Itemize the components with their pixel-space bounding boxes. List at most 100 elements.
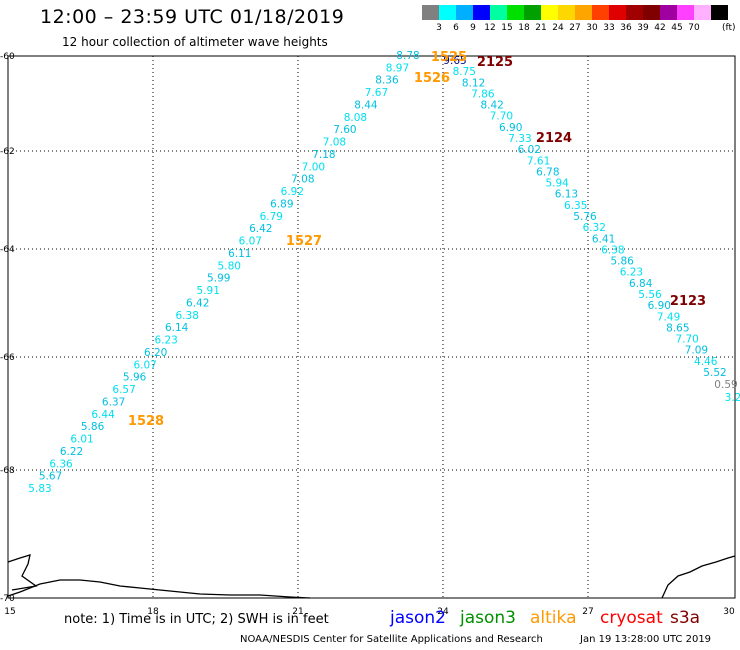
legend-tick-label: 70 xyxy=(688,23,700,33)
legend-swatch xyxy=(694,5,711,20)
swh-value: 7.18 xyxy=(312,149,335,161)
swh-value: 5.56 xyxy=(638,289,662,301)
coastline-path xyxy=(661,555,736,599)
legend-tick-label: 18 xyxy=(518,23,530,33)
legend-swatch xyxy=(524,5,541,20)
swh-value: 7.86 xyxy=(471,88,495,100)
x-tick-label: 27 xyxy=(582,607,593,617)
y-tick-label: -68 xyxy=(0,466,15,476)
swh-value: 8.08 xyxy=(344,112,367,124)
swh-value: 8.97 xyxy=(386,62,409,74)
swh-value: 6.44 xyxy=(91,409,115,421)
y-tick-label: -66 xyxy=(0,353,15,363)
legend-swatch xyxy=(609,5,626,20)
x-tick-label: 21 xyxy=(292,607,303,617)
legend-swatch xyxy=(541,5,558,20)
swh-value: 8.42 xyxy=(480,100,503,112)
legend-swatch xyxy=(626,5,643,20)
coastline xyxy=(7,554,736,599)
swh-value: 6.22 xyxy=(60,446,83,458)
swh-value: 6.57 xyxy=(112,384,135,396)
swh-value: 6.23 xyxy=(154,335,177,347)
x-tick-labels: 15 18 21 24 27 30 xyxy=(4,607,735,617)
coastline-path xyxy=(7,554,38,591)
s3a-pass-time: 2123 xyxy=(670,294,706,309)
swh-value: 6.32 xyxy=(583,222,606,234)
swh-value: 7.00 xyxy=(302,161,325,173)
legend-swatch xyxy=(660,5,677,20)
mission-label-cryosat: cryosat xyxy=(600,608,663,628)
swh-value: 6.35 xyxy=(564,200,587,212)
swh-value: 6.41 xyxy=(592,233,615,245)
legend-tick-label: 15 xyxy=(501,23,513,33)
swh-value: 5.83 xyxy=(28,483,51,495)
swh-value: 7.67 xyxy=(365,87,388,99)
swh-value: 6.14 xyxy=(165,322,189,334)
legend-tick-label: 33 xyxy=(603,23,615,33)
legend-swatch xyxy=(643,5,660,20)
swh-value: 7.49 xyxy=(657,311,680,323)
swh-value: 6.13 xyxy=(555,189,578,201)
legend-tick-label: 3 xyxy=(436,23,442,33)
altika-pass-time: 1525 xyxy=(431,50,467,65)
swh-value: 7.60 xyxy=(333,124,356,136)
swh-value: 6.38 xyxy=(176,310,199,322)
swh-value: 8.44 xyxy=(354,99,378,111)
swh-value: 7.08 xyxy=(323,137,346,149)
legend-swatch xyxy=(558,5,575,20)
swh-value: 9.65 xyxy=(443,55,466,67)
mission-label-s3a: s3a xyxy=(670,608,701,628)
swh-value: 5.76 xyxy=(573,211,597,223)
swh-value: 6.42 xyxy=(249,223,272,235)
legend-tick-label: 39 xyxy=(637,23,649,33)
swh-value: 7.70 xyxy=(490,111,513,123)
legend-tick-label: 42 xyxy=(654,23,666,33)
swh-value: 5.52 xyxy=(703,367,726,379)
swh-value: 6.23 xyxy=(620,267,643,279)
legend-swatch xyxy=(677,5,694,20)
legend-tick-label: 9 xyxy=(470,23,476,33)
swh-value: 8.75 xyxy=(453,66,476,78)
s3a-pass-time: 2125 xyxy=(477,55,513,70)
swh-value: 0.59 xyxy=(714,379,737,391)
altika-pass-time: 1528 xyxy=(128,414,164,429)
legend-tick-label: 30 xyxy=(586,23,598,33)
legend-swatch xyxy=(422,5,439,20)
swh-value: 8.78 xyxy=(396,50,419,62)
map-grid xyxy=(8,56,735,598)
swh-value: 7.61 xyxy=(527,155,550,167)
swh-value: 8.65 xyxy=(666,322,689,334)
s3a-pass-time: 2124 xyxy=(536,131,572,146)
pass-time-labels: 1528 1527 1526 1525 2125 2124 2123 xyxy=(128,50,706,429)
x-tick-label: 15 xyxy=(4,607,15,617)
swh-value: 3.2 xyxy=(725,392,740,404)
swh-value: 6.90 xyxy=(648,300,671,312)
swh-value: 7.09 xyxy=(685,345,708,357)
swh-value: 8.12 xyxy=(462,77,485,89)
legend-swatch xyxy=(490,5,507,20)
x-tick-label: 18 xyxy=(147,607,159,617)
legend-swatch xyxy=(473,5,490,20)
swh-value: 6.92 xyxy=(281,186,304,198)
swh-value: 6.89 xyxy=(270,198,293,210)
swh-value: 5.80 xyxy=(218,260,241,272)
page-title: 12:00 – 23:59 UTC 01/18/2019 xyxy=(40,6,345,28)
legend-tick-label: 36 xyxy=(620,23,632,33)
x-tick-label: 24 xyxy=(437,607,449,617)
swh-value: 8.36 xyxy=(375,75,399,87)
swh-value: 7.70 xyxy=(675,334,698,346)
legend-tick-label: 45 xyxy=(671,23,683,33)
map-border xyxy=(7,55,736,599)
y-tick-label: -62 xyxy=(0,147,15,157)
mission-label-jason3: jason3 xyxy=(460,608,516,628)
mission-label-altika: altika xyxy=(530,608,577,628)
y-tick-labels: -60 -62 -64 -66 -68 -70 xyxy=(0,52,15,604)
legend-tick-label: 21 xyxy=(535,23,547,33)
swh-value: 6.84 xyxy=(629,278,653,290)
swh-value: 5.94 xyxy=(545,178,569,190)
swh-value: 6.79 xyxy=(260,211,283,223)
swh-value: 6.11 xyxy=(228,248,251,260)
mission-label-jason2: jason2 xyxy=(390,608,446,628)
credit-line: NOAA/NESDIS Center for Satellite Applica… xyxy=(240,634,543,645)
page-subtitle: 12 hour collection of altimeter wave hei… xyxy=(62,35,328,49)
